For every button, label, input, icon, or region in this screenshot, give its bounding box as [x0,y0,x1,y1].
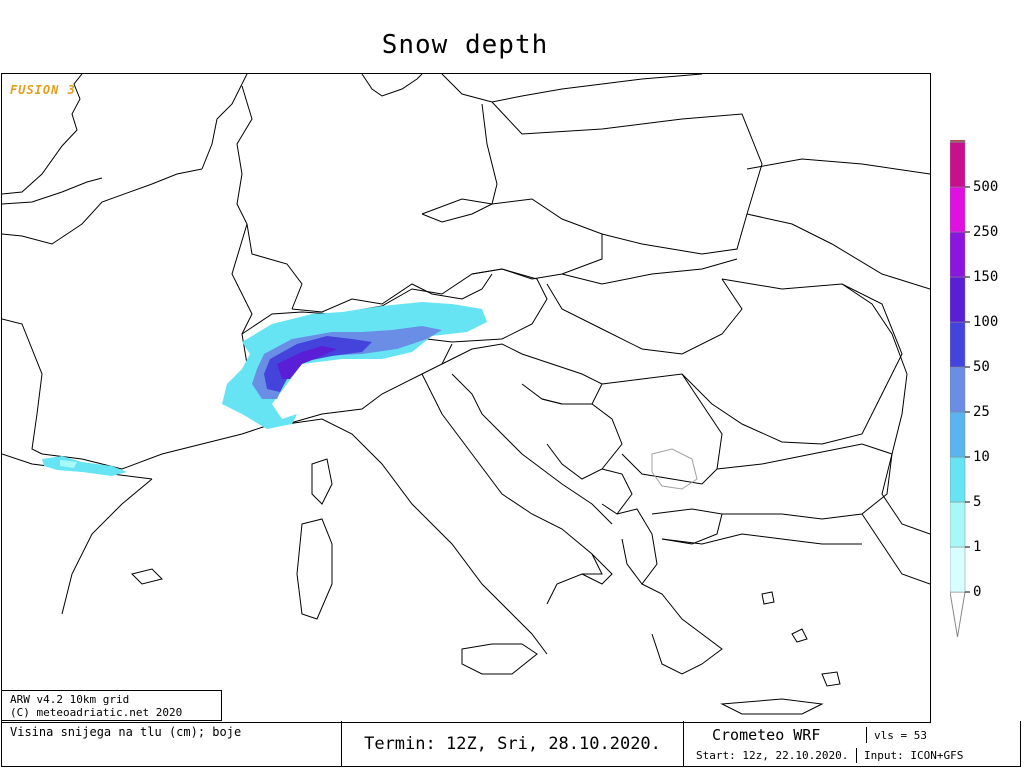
italy-west-coast [286,418,548,655]
sicily [461,643,538,675]
legend-color-segment [950,411,966,458]
aegean-island-1 [761,591,775,605]
greece-north [661,533,862,545]
uk-south [2,177,103,205]
austria-border [336,268,548,343]
footer-termin: Termin: 12Z, Sri, 28.10.2020. [341,721,684,767]
czech-border [421,198,603,280]
map-svg [2,74,930,715]
bulgaria-border [716,443,893,520]
italy-heel [581,553,613,585]
turkey-coast [861,513,930,585]
kosovo-border [651,448,698,490]
italy-east-coast [421,373,603,605]
snow-alps [222,302,487,429]
fusion-watermark: FUSION 3 [10,83,76,97]
legend-color-segment [950,546,966,593]
legend-label: 5 [973,494,982,510]
model-info-box: ARW v4.2 10km grid (C) meteoadriatic.net… [1,690,222,721]
france-south-coast [41,423,273,470]
legend-label: 250 [973,224,999,240]
brand-vls: vls = 53 [874,729,927,742]
legend-label: 50 [973,359,990,375]
slovenia-border [441,343,523,365]
france-north-coast [2,168,203,245]
map-area[interactable]: FUSION 3 [1,73,931,723]
aegean-island-2 [791,628,808,643]
slovakia-border [561,258,738,285]
footer-brand-box: Crometeo WRF vls = 53 Start: 12z, 22.10.… [684,721,1021,767]
moldova-border [841,283,908,375]
serbia-border [601,373,723,485]
page-title: Snow depth [381,30,549,60]
black-sea-coast [881,373,930,535]
poland-border [491,101,763,255]
aegean-island-3 [821,671,841,687]
corsica [311,458,333,505]
brand-separator [866,727,867,743]
montenegro-border [601,468,633,515]
snow-pyrenees [42,456,127,476]
albania-border [616,508,658,585]
benelux-coast [201,74,248,170]
legend-color-segment [950,231,966,278]
legend-svg [950,140,970,638]
brand-name: Crometeo WRF [712,726,821,744]
legend-label: 150 [973,269,999,285]
legend-color-segment [950,276,966,323]
legend-color-segment [950,141,966,188]
germany-south-border [291,273,493,313]
brand-input: Input: ICON+GFS [864,749,964,762]
legend-label: 0 [973,584,982,600]
macedonia-border [651,508,723,545]
legend-label: 100 [973,314,999,330]
legend-top-triangle [950,140,966,143]
copyright: (C) meteoadriatic.net 2020 [10,706,183,719]
hungary-border [546,278,743,355]
color-legend: 0 1 5 10 25 50 100 150 250 500 [950,140,1020,640]
footer-description: Visina snijega na tlu (cm); boje [1,721,341,767]
croatia-border [521,353,603,405]
legend-label: 10 [973,449,990,465]
baltic-coast [441,74,703,103]
legend-color-segment [950,456,966,503]
crete [720,698,824,715]
romania-border [681,278,903,445]
germany-east-border [421,103,498,223]
legend-color-segment [950,501,966,548]
croatia-coast [451,373,613,525]
legend-bottom-triangle [950,591,966,638]
legend-color-segment [950,366,966,413]
legend-label: 25 [973,404,990,420]
sardinia [296,518,333,620]
germany-west-border [236,85,303,310]
legend-color-segment [950,186,966,233]
legend-color-segment [950,321,966,368]
model-version: ARW v4.2 10km grid [10,693,130,706]
uk-coast [2,74,83,195]
france-west-coast [2,318,43,455]
brand-start: Start: 12z, 22.10.2020. [696,749,849,762]
spain-east-coast [61,478,153,615]
belarus-border [746,158,930,175]
legend-label: 500 [973,179,999,195]
brand-separator-2 [856,748,857,763]
legend-label: 1 [973,539,982,555]
bosnia-border [541,398,623,480]
balearic-islands [131,568,163,585]
denmark-coast [361,74,423,97]
greece-border [641,583,723,675]
footer: Visina snijega na tlu (cm); boje Termin:… [1,721,1021,767]
ukraine-border [746,213,930,290]
